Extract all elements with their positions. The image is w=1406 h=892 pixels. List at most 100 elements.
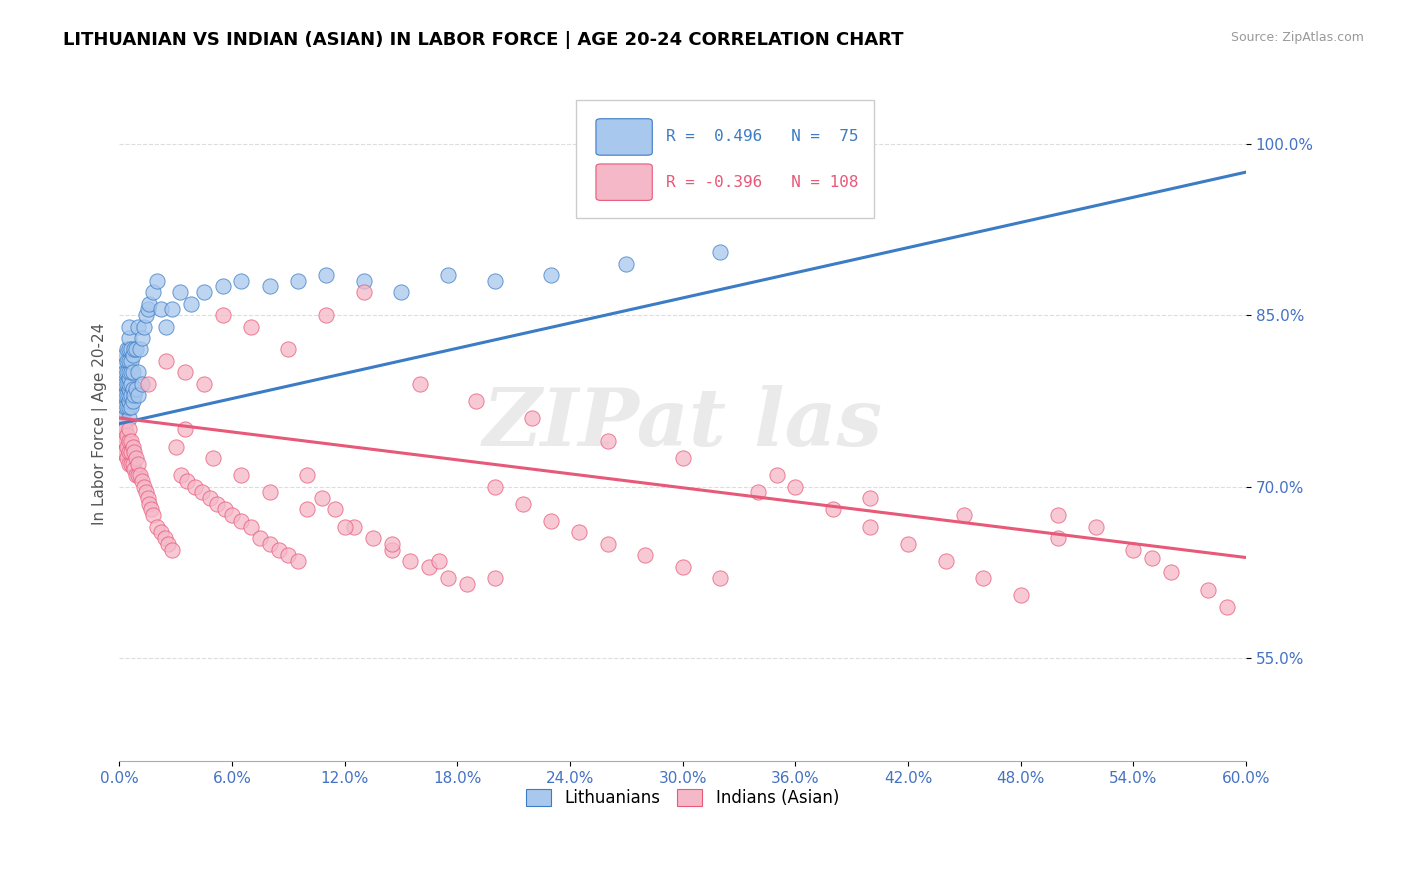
Point (295, 468, 318, 483)
Point (343, 519, 366, 533)
Point (1084, 519, 1107, 533)
Point (121, 393, 143, 408)
Point (183, 480, 205, 494)
Point (1140, 550, 1163, 565)
Point (221, 508, 243, 523)
Point (120, 445, 142, 459)
Point (277, 548, 299, 562)
Point (193, 285, 215, 300)
Point (132, 480, 155, 494)
Point (353, 285, 375, 300)
Point (121, 457, 143, 471)
Point (114, 422, 136, 436)
Point (138, 296, 160, 310)
Point (205, 497, 228, 511)
Text: R = -0.396   N = 108: R = -0.396 N = 108 (666, 175, 858, 190)
Point (138, 497, 160, 511)
Point (136, 376, 159, 391)
Point (198, 491, 221, 505)
Point (155, 354, 177, 368)
Point (381, 537, 404, 551)
Point (259, 485, 281, 500)
Point (149, 525, 172, 540)
Point (456, 577, 478, 591)
Point (672, 559, 695, 574)
Point (211, 308, 233, 322)
Point (118, 393, 141, 408)
Point (118, 434, 141, 448)
Text: Source: ZipAtlas.com: Source: ZipAtlas.com (1230, 31, 1364, 45)
Point (1047, 531, 1070, 545)
Point (120, 388, 142, 402)
Point (114, 400, 136, 414)
Point (153, 531, 176, 545)
Point (114, 434, 136, 448)
Point (121, 365, 143, 379)
Point (114, 365, 136, 379)
Point (127, 365, 149, 379)
Point (127, 457, 149, 471)
Point (118, 457, 141, 471)
Point (136, 302, 159, 317)
Point (115, 388, 138, 402)
Point (115, 440, 138, 454)
Point (114, 388, 136, 402)
Text: ZIPat las: ZIPat las (482, 385, 883, 462)
Point (287, 274, 309, 288)
Point (118, 319, 141, 334)
Point (785, 480, 807, 494)
Point (672, 450, 695, 465)
Point (135, 485, 157, 500)
Point (114, 445, 136, 459)
Point (180, 296, 202, 310)
Point (112, 428, 135, 442)
Point (381, 542, 404, 557)
FancyBboxPatch shape (575, 100, 875, 218)
Point (136, 491, 159, 505)
Point (114, 376, 136, 391)
Point (142, 285, 165, 300)
Point (1160, 566, 1182, 580)
Point (124, 445, 146, 459)
Point (125, 343, 148, 357)
Point (120, 354, 142, 368)
Point (115, 354, 138, 368)
Point (118, 354, 141, 368)
Point (953, 508, 976, 523)
Point (484, 480, 506, 494)
Point (418, 559, 440, 574)
Point (120, 365, 142, 379)
Point (149, 302, 172, 317)
Point (259, 537, 281, 551)
Point (427, 554, 450, 568)
Point (118, 371, 141, 385)
Point (634, 548, 657, 562)
Point (121, 348, 143, 362)
Point (120, 457, 142, 471)
Point (191, 485, 214, 500)
Point (110, 411, 132, 425)
Point (315, 268, 337, 282)
Point (568, 525, 591, 540)
Point (110, 393, 132, 408)
Point (121, 440, 143, 454)
Point (821, 136, 844, 151)
Point (484, 274, 506, 288)
Point (118, 365, 141, 379)
Point (135, 308, 157, 322)
Point (131, 376, 153, 391)
Point (127, 388, 149, 402)
Point (118, 388, 141, 402)
Point (115, 450, 138, 465)
Point (437, 571, 460, 585)
Point (821, 502, 844, 516)
Point (115, 343, 138, 357)
Point (259, 279, 281, 293)
Point (176, 474, 198, 488)
Point (118, 376, 141, 391)
Point (127, 468, 149, 483)
Point (125, 383, 148, 397)
Point (596, 434, 619, 448)
Point (110, 376, 132, 391)
Point (333, 519, 356, 533)
